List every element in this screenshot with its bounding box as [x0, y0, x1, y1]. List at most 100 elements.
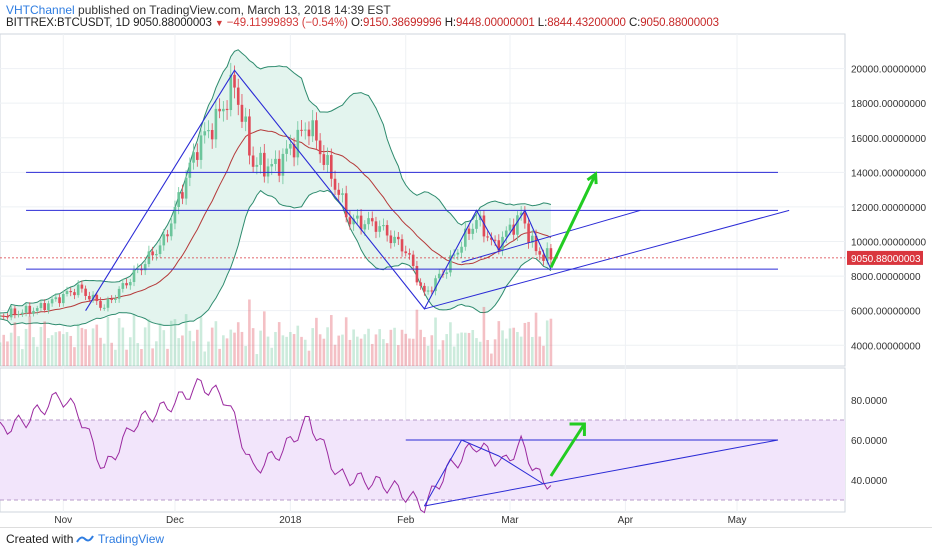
volume-bar [199, 317, 203, 366]
candle-body [397, 236, 400, 240]
volume-bar [367, 328, 370, 366]
volume-bar [545, 320, 549, 366]
channel-link[interactable]: VHTChannel [6, 3, 75, 17]
volume-bar [95, 324, 99, 366]
candle-body [352, 218, 355, 225]
drawings[interactable]: 9050.88000003 [0, 69, 923, 311]
candle-body [102, 307, 106, 309]
rsi-tick-label: 60.0000 [851, 436, 888, 447]
volume-bar [244, 346, 247, 366]
volume-bar [452, 346, 456, 366]
change-value: −49.11999893 (−0.54%) [226, 17, 348, 29]
volume-bar [501, 330, 504, 366]
volume-bar [251, 328, 255, 366]
candle-body [337, 189, 341, 195]
chart-header: VHTChannel published on TradingView.com,… [0, 0, 932, 34]
rsi-trendline [424, 439, 779, 507]
volume-bar [523, 322, 527, 366]
volume-bar [195, 329, 199, 366]
symbol-label: BITTREX:BTCUSDT, 1D [6, 17, 130, 29]
volume-bar [136, 343, 140, 366]
volume-bar [393, 327, 396, 366]
candle-body [80, 284, 84, 289]
candle-body [166, 234, 169, 237]
volume-bar [307, 350, 311, 366]
candle-body [225, 108, 229, 111]
candle-body [464, 228, 467, 247]
volume-bar [329, 315, 333, 366]
candle-body [456, 252, 460, 255]
volume-bar [348, 339, 352, 366]
volume-bar [504, 338, 508, 366]
price-tick-label: 20000.00000000 [851, 65, 927, 76]
volume-bar [225, 338, 229, 366]
candle-body [545, 248, 549, 261]
time-tick-label: Apr [618, 515, 634, 526]
volume-bar [50, 335, 54, 366]
candle-body [255, 164, 259, 167]
published-text: published on TradingView.com, March 13, … [78, 3, 391, 17]
candle-body [6, 316, 9, 318]
candle-body [512, 224, 516, 235]
candle-body [188, 162, 192, 178]
volume-bar [6, 341, 9, 366]
volume-bar [158, 323, 162, 366]
candle-body [344, 193, 348, 218]
zigzag-pattern [85, 69, 552, 311]
volume-bar [385, 343, 389, 366]
candle-body [47, 303, 50, 310]
candle-body [73, 292, 76, 296]
candle-body [84, 288, 87, 296]
volume-bar [61, 334, 65, 366]
candle-body [437, 273, 441, 279]
volume-bar [437, 349, 441, 366]
candle-body [378, 226, 381, 232]
volume-bar [434, 317, 437, 366]
time-tick-label: May [728, 515, 747, 526]
candle-body [117, 288, 121, 299]
volume-bar [76, 323, 80, 366]
volume-bar [262, 311, 266, 366]
volume-bar [43, 321, 46, 366]
candle-body [155, 254, 158, 256]
volume-bar [445, 334, 448, 366]
price-chart[interactable]: 9050.88000003 4000.00000000 6000.00000000… [0, 0, 932, 527]
candle-body [393, 236, 396, 244]
candle-body [207, 129, 210, 132]
bollinger-lower [0, 189, 552, 327]
candle-body [35, 308, 39, 311]
candle-body [534, 235, 538, 252]
volume-bar [13, 322, 17, 366]
volume-bar [356, 336, 359, 366]
candle-body [303, 129, 307, 131]
candle-body [329, 155, 333, 179]
candle-body [430, 290, 434, 292]
volume-bar [106, 316, 110, 366]
rsi-line [0, 378, 779, 514]
tradingview-brand[interactable]: TradingView [98, 532, 165, 546]
volume-bar [210, 327, 214, 366]
volume-bar [344, 317, 348, 366]
volume-bar [24, 328, 28, 366]
last-price: 9050.88000003 [133, 17, 212, 29]
candle-body [289, 143, 292, 149]
candle-body [143, 264, 147, 271]
candle-body [222, 108, 225, 112]
candle-body [281, 153, 285, 176]
volume-bar [516, 331, 519, 366]
axes: 4000.00000000 6000.00000000 8000.00000000 1… [54, 65, 926, 526]
volume-bar [497, 321, 501, 366]
volume-bar [531, 336, 534, 366]
candle-body [277, 158, 281, 176]
volume-bar [9, 332, 13, 366]
volume-bar [151, 348, 154, 366]
volume-bar [441, 340, 445, 366]
volume-bar [222, 335, 225, 366]
volume-bar [17, 336, 20, 366]
candle-body [389, 235, 393, 244]
candle-body [404, 251, 408, 254]
volume-bar [73, 347, 76, 366]
candle-body [114, 298, 117, 300]
green-arrow-price [549, 173, 597, 269]
candle-body [467, 228, 471, 234]
